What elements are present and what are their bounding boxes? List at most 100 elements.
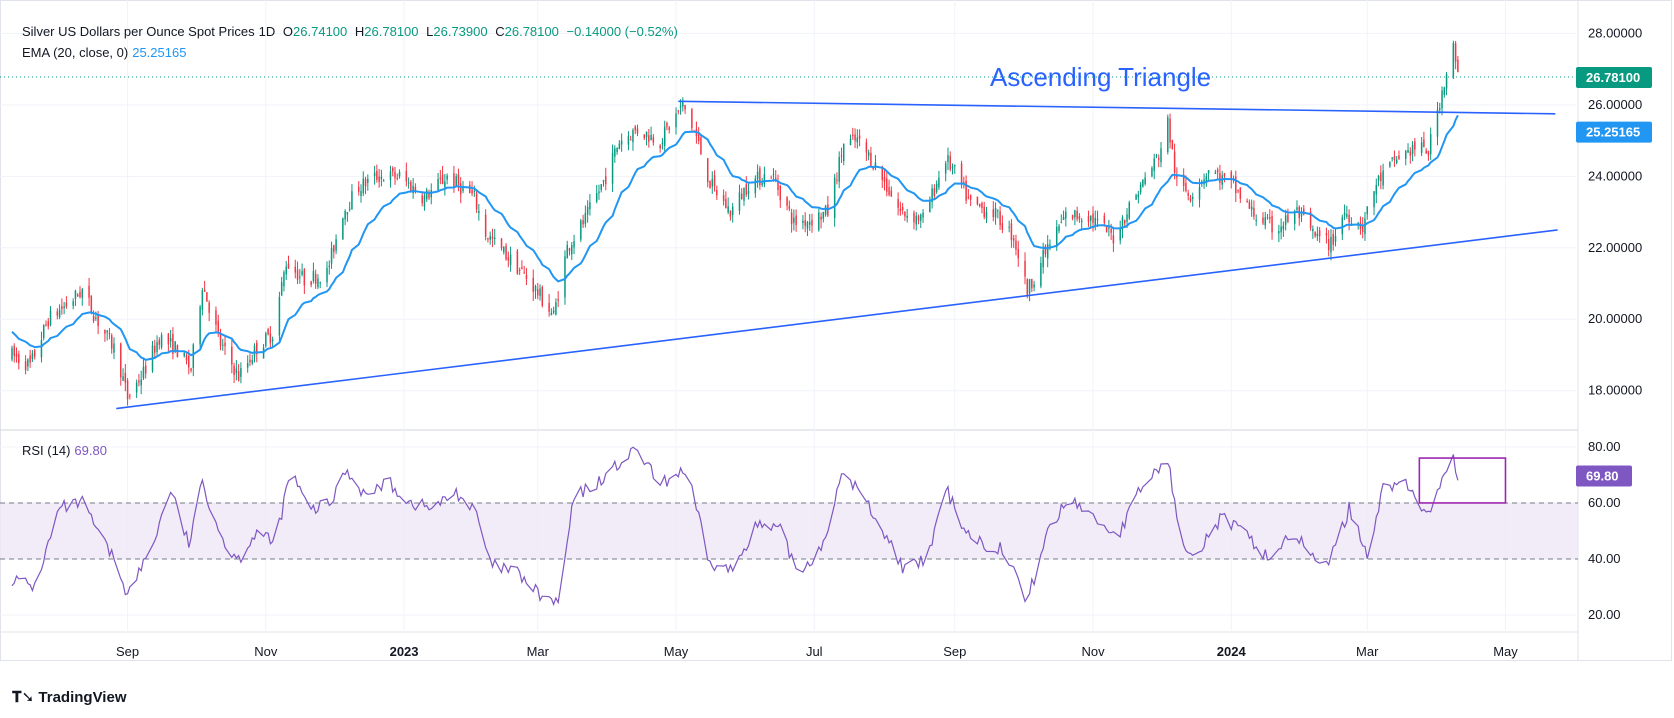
candle[interactable]: [124, 363, 127, 392]
candle[interactable]: [849, 134, 852, 146]
candle[interactable]: [788, 200, 791, 212]
candle[interactable]: [691, 107, 693, 133]
candle[interactable]: [1119, 220, 1121, 245]
candle[interactable]: [917, 214, 920, 225]
candle[interactable]: [144, 361, 147, 379]
candle[interactable]: [410, 180, 412, 193]
candle[interactable]: [1346, 205, 1348, 219]
candle[interactable]: [351, 184, 353, 210]
candle[interactable]: [965, 175, 967, 205]
candle[interactable]: [818, 208, 820, 232]
candle[interactable]: [1144, 172, 1146, 186]
candle[interactable]: [249, 353, 251, 367]
candle[interactable]: [745, 176, 748, 197]
candle[interactable]: [1429, 127, 1432, 161]
candle[interactable]: [652, 134, 655, 146]
candle[interactable]: [330, 241, 333, 269]
candle[interactable]: [1142, 179, 1144, 188]
candle[interactable]: [1282, 221, 1285, 237]
candle[interactable]: [367, 174, 369, 191]
candle[interactable]: [786, 196, 788, 211]
candle[interactable]: [1423, 131, 1425, 148]
candle[interactable]: [269, 326, 272, 349]
candle[interactable]: [858, 129, 861, 147]
candle[interactable]: [271, 336, 274, 348]
candle[interactable]: [344, 209, 346, 226]
candle[interactable]: [999, 206, 1001, 230]
candle[interactable]: [836, 172, 838, 185]
candle[interactable]: [1160, 142, 1162, 168]
candle[interactable]: [1173, 143, 1176, 180]
candle[interactable]: [222, 338, 224, 351]
candle[interactable]: [935, 180, 938, 194]
candle[interactable]: [278, 291, 281, 343]
candle[interactable]: [616, 147, 618, 155]
candle[interactable]: [108, 328, 111, 340]
candle[interactable]: [763, 166, 766, 188]
candle[interactable]: [507, 251, 510, 268]
candle[interactable]: [63, 301, 65, 315]
candle[interactable]: [1207, 170, 1210, 181]
candle[interactable]: [457, 168, 460, 192]
candle[interactable]: [682, 97, 684, 112]
rsi-legend[interactable]: RSI (14) 69.80: [22, 443, 111, 458]
candle[interactable]: [1031, 278, 1033, 293]
candle[interactable]: [967, 189, 970, 200]
ema-price-label[interactable]: 25.25165: [1576, 121, 1652, 143]
candle[interactable]: [509, 246, 512, 272]
candle[interactable]: [1123, 219, 1126, 227]
candle[interactable]: [1214, 169, 1217, 175]
candle[interactable]: [203, 280, 206, 293]
candle[interactable]: [1427, 150, 1430, 161]
candle[interactable]: [104, 329, 106, 342]
candle[interactable]: [1380, 165, 1382, 190]
candle[interactable]: [557, 291, 559, 308]
candle[interactable]: [1278, 224, 1280, 243]
candle[interactable]: [301, 263, 303, 277]
candle[interactable]: [627, 131, 630, 151]
candle[interactable]: [632, 128, 634, 151]
candle[interactable]: [747, 182, 750, 200]
candle[interactable]: [1248, 199, 1251, 210]
candle[interactable]: [265, 331, 267, 348]
candle[interactable]: [1373, 191, 1375, 216]
candle[interactable]: [890, 186, 893, 197]
candle[interactable]: [61, 298, 63, 315]
candle[interactable]: [1398, 150, 1400, 160]
candle[interactable]: [208, 300, 210, 322]
candle[interactable]: [648, 128, 650, 148]
candle[interactable]: [405, 162, 408, 187]
candle[interactable]: [808, 214, 811, 231]
candle[interactable]: [548, 293, 550, 317]
candle[interactable]: [65, 296, 68, 309]
candle[interactable]: [1414, 138, 1416, 157]
candle[interactable]: [700, 133, 702, 155]
candle[interactable]: [235, 360, 238, 381]
candle[interactable]: [1096, 210, 1099, 228]
candle[interactable]: [874, 154, 877, 171]
candle[interactable]: [1112, 226, 1115, 253]
candle[interactable]: [1389, 161, 1391, 168]
candle[interactable]: [518, 267, 521, 275]
candle[interactable]: [1262, 212, 1264, 225]
candle[interactable]: [727, 197, 729, 215]
candle[interactable]: [675, 107, 677, 135]
rsi-highlight-box[interactable]: [1418, 457, 1507, 504]
candle[interactable]: [824, 204, 827, 217]
candle[interactable]: [31, 349, 34, 362]
candle[interactable]: [790, 208, 793, 233]
candle[interactable]: [1191, 192, 1194, 207]
candle[interactable]: [380, 169, 383, 187]
candle[interactable]: [1155, 153, 1158, 159]
candle[interactable]: [598, 184, 600, 200]
candle[interactable]: [645, 131, 648, 146]
candle[interactable]: [1219, 164, 1221, 191]
candle[interactable]: [886, 172, 888, 197]
candle[interactable]: [1071, 214, 1074, 221]
candle[interactable]: [1280, 218, 1282, 240]
candle[interactable]: [913, 210, 915, 230]
candle[interactable]: [1296, 200, 1298, 212]
candle[interactable]: [1087, 210, 1090, 227]
candle[interactable]: [1454, 40, 1457, 70]
candle[interactable]: [806, 220, 809, 236]
